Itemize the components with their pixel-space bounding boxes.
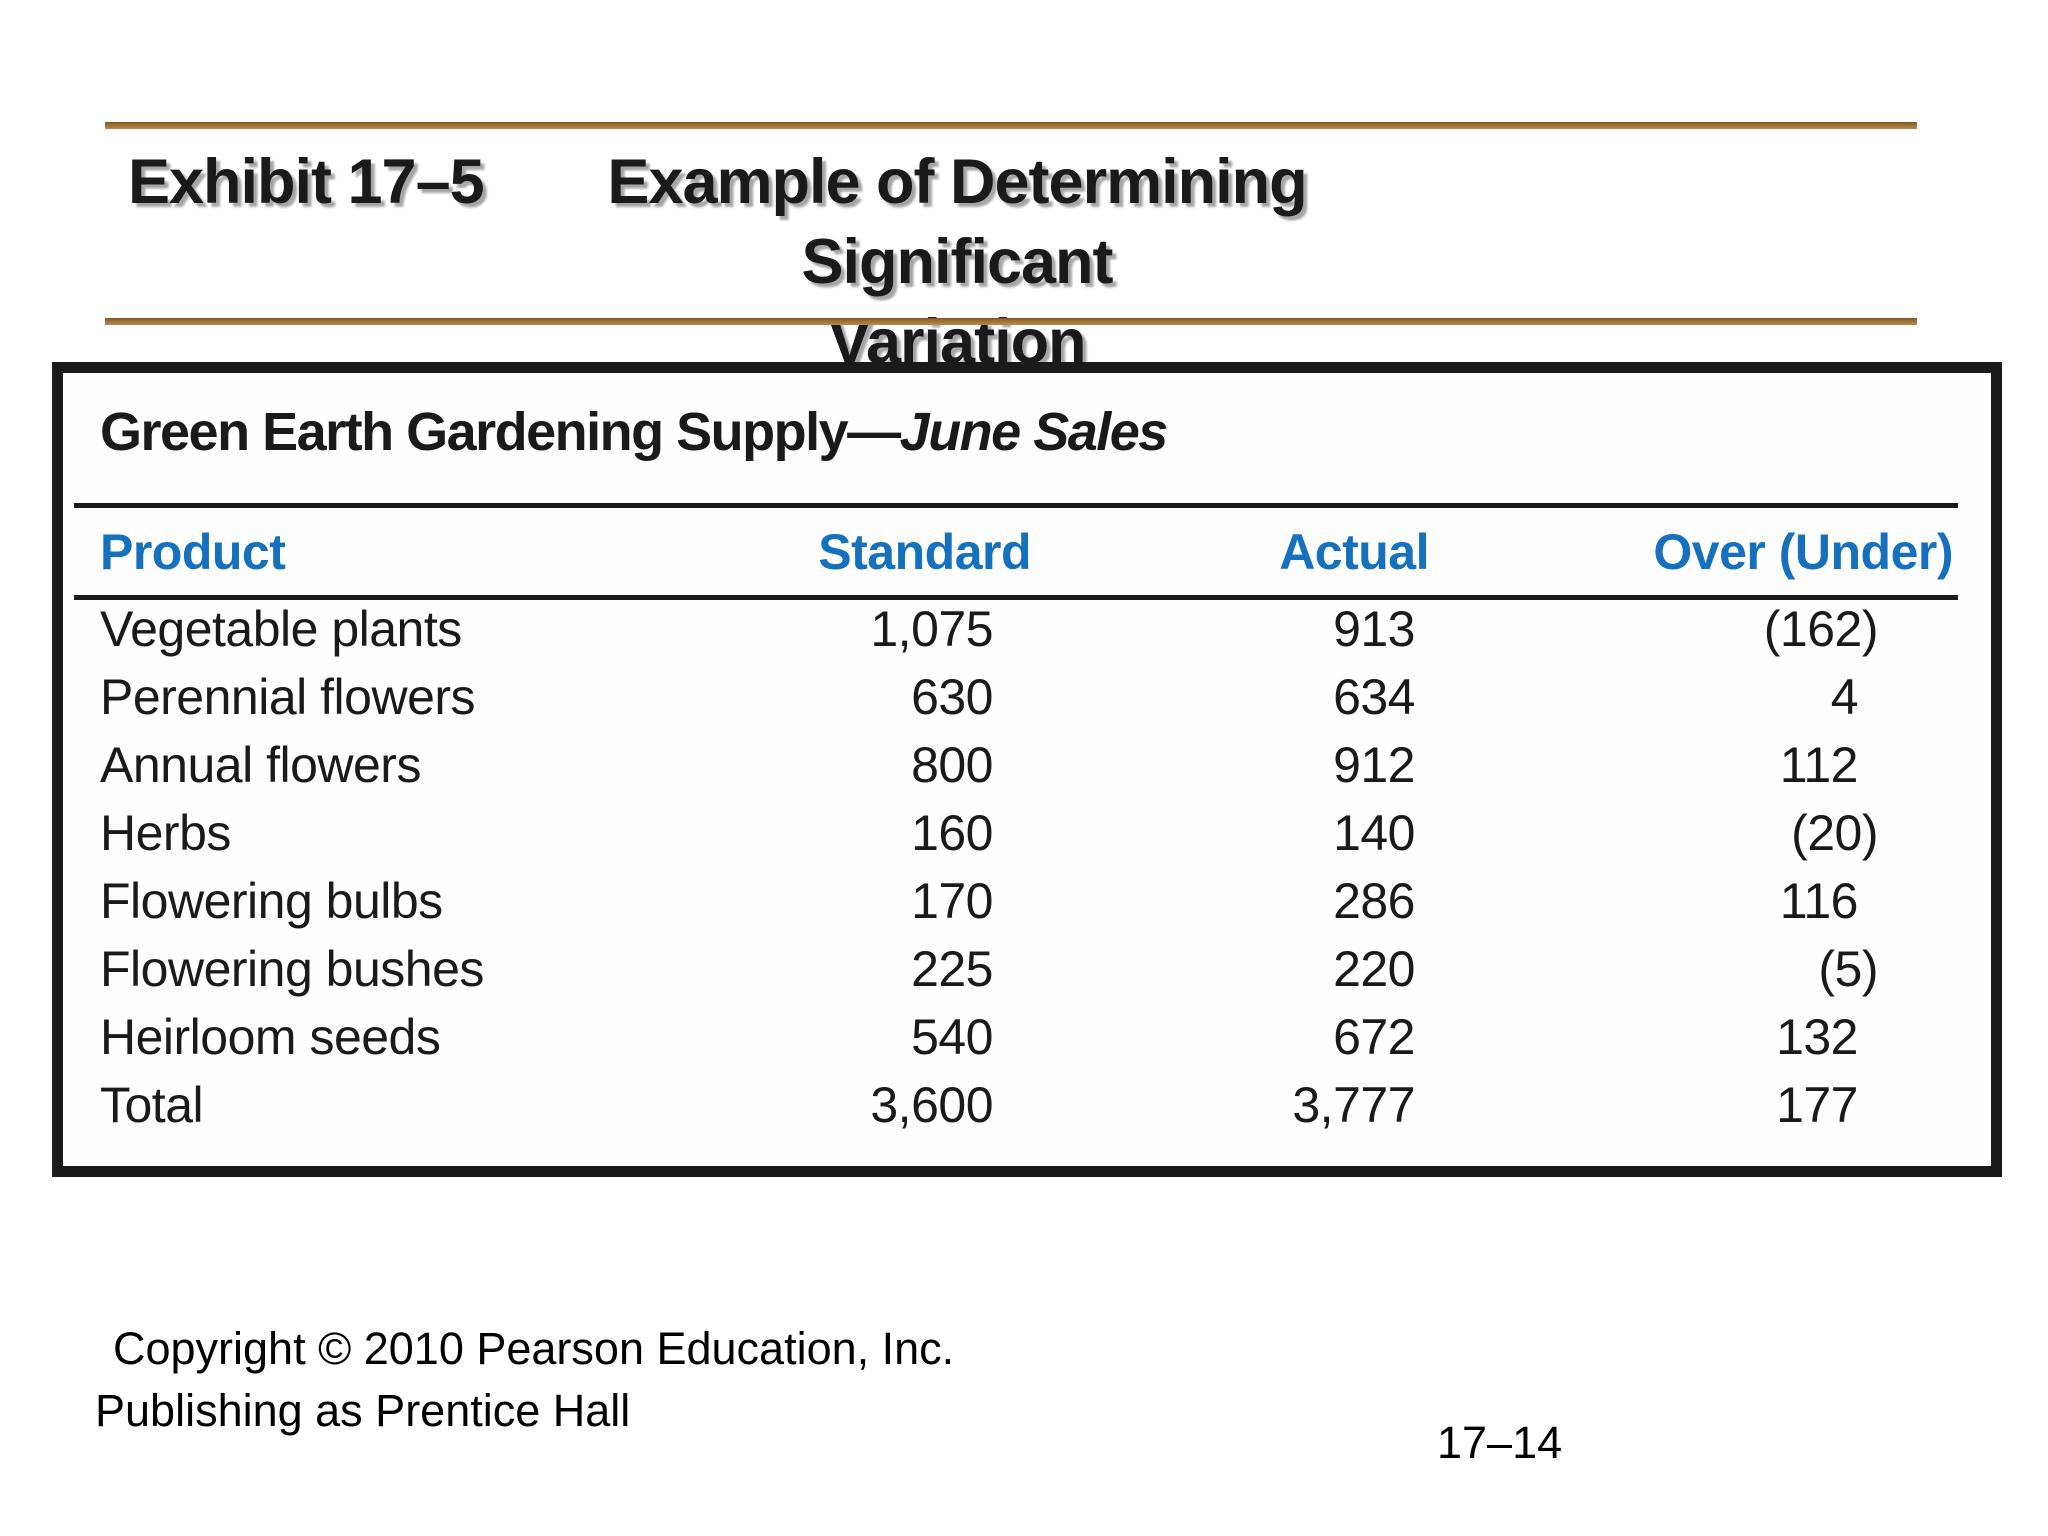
sales-table: Product Standard Actual Over (Under) Veg…: [63, 508, 1991, 1139]
over-under-cell: 132: [1776, 1009, 1858, 1065]
table-row: Vegetable plants 1,075 913 (162): [63, 595, 1991, 663]
product-cell: Heirloom seeds: [100, 1009, 441, 1065]
product-cell: Perennial flowers: [100, 669, 476, 725]
exhibit-table-box: Green Earth Gardening Supply—June Sales …: [52, 362, 2002, 1177]
table-row: Total 3,600 3,777 177: [63, 1071, 1991, 1139]
slide-title: Example of Determining Significant Varia…: [552, 142, 1362, 382]
table-heading: Green Earth Gardening Supply—June Sales: [100, 401, 1169, 463]
exhibit-label: Exhibit 17–5: [128, 147, 485, 217]
title-rule-top: [105, 122, 1917, 129]
product-cell: Flowering bulbs: [100, 873, 443, 929]
table-row: Flowering bulbs 170 286 116: [63, 867, 1991, 935]
actual-cell: 913: [1333, 601, 1415, 657]
table-row: Herbs 160 140 (20): [63, 799, 1991, 867]
copyright-line1: Copyright © 2010 Pearson Education, Inc.: [113, 1323, 955, 1374]
actual-cell: 286: [1333, 873, 1415, 929]
standard-cell: 1,075: [870, 601, 993, 657]
table-row: Flowering bushes 225 220 (5): [63, 935, 1991, 1003]
over-under-cell: 116: [1779, 873, 1859, 929]
over-under-cell: 112: [1779, 737, 1859, 793]
actual-cell: 912: [1333, 737, 1415, 793]
over-under-cell: (5): [1818, 941, 1878, 997]
table-row: Heirloom seeds 540 672 132: [63, 1003, 1991, 1071]
over-under-cell: (162): [1763, 601, 1879, 657]
standard-cell: 540: [911, 1009, 993, 1065]
over-under-cell: 177: [1776, 1077, 1858, 1133]
column-header-over-under: Over (Under): [1653, 523, 1953, 580]
standard-cell: 630: [911, 669, 993, 725]
actual-cell: 3,777: [1292, 1077, 1415, 1133]
sales-table-body: Vegetable plants 1,075 913 (162) Perenni…: [63, 595, 1991, 1139]
column-header-actual: Actual: [1279, 523, 1429, 580]
header-rule-top: [74, 503, 1958, 508]
column-header-standard: Standard: [818, 523, 1031, 580]
copyright-notice: Copyright © 2010 Pearson Education, Inc.…: [95, 1318, 954, 1442]
product-cell: Total: [100, 1077, 204, 1133]
over-under-cell: (20): [1791, 805, 1878, 861]
column-header-product: Product: [100, 523, 286, 580]
header-row: Product Standard Actual Over (Under): [63, 508, 1991, 595]
product-cell: Vegetable plants: [100, 601, 462, 657]
page-number: 17–14: [1437, 1417, 1563, 1468]
standard-cell: 170: [911, 873, 993, 929]
slide-title-line1: Example of Determining Significant: [607, 147, 1307, 297]
standard-cell: 3,600: [870, 1077, 993, 1133]
table-row: Perennial flowers 630 634 4: [63, 663, 1991, 731]
over-under-cell: 4: [1830, 669, 1859, 725]
product-cell: Herbs: [100, 805, 231, 861]
actual-cell: 140: [1333, 805, 1415, 861]
sales-table-header: Product Standard Actual Over (Under): [63, 508, 1991, 595]
standard-cell: 160: [911, 805, 993, 861]
product-cell: Annual flowers: [100, 737, 421, 793]
table-row: Annual flowers 800 912 112: [63, 731, 1991, 799]
actual-cell: 672: [1333, 1009, 1415, 1065]
standard-cell: 800: [911, 737, 993, 793]
product-cell: Flowering bushes: [100, 941, 484, 997]
actual-cell: 220: [1333, 941, 1415, 997]
actual-cell: 634: [1333, 669, 1415, 725]
title-rule-bottom: [105, 318, 1917, 325]
table-heading-company: Green Earth Gardening Supply—: [100, 402, 901, 462]
header-rule-bottom: [74, 595, 1958, 600]
table-heading-period: June Sales: [899, 402, 1169, 462]
copyright-line2: Publishing as Prentice Hall: [95, 1385, 631, 1436]
standard-cell: 225: [911, 941, 993, 997]
